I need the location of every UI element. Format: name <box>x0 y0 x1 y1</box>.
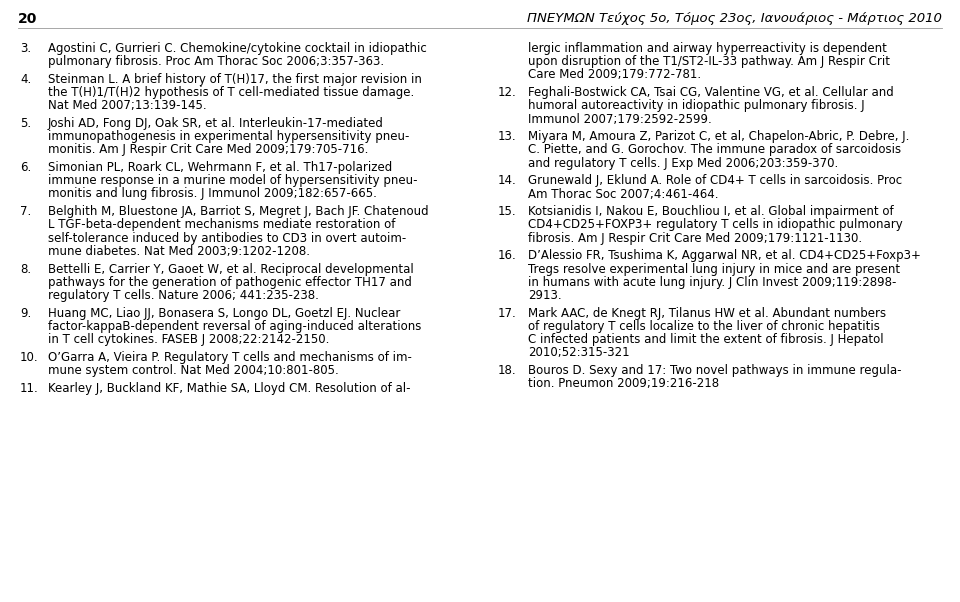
Text: L TGF-beta-dependent mechanisms mediate restoration of: L TGF-beta-dependent mechanisms mediate … <box>48 219 396 231</box>
Text: in humans with acute lung injury. J Clin Invest 2009;119:2898-: in humans with acute lung injury. J Clin… <box>528 276 897 289</box>
Text: Belghith M, Bluestone JA, Barriot S, Megret J, Bach JF. Chatenoud: Belghith M, Bluestone JA, Barriot S, Meg… <box>48 205 428 218</box>
Text: Joshi AD, Fong DJ, Oak SR, et al. Interleukin-17-mediated: Joshi AD, Fong DJ, Oak SR, et al. Interl… <box>48 117 384 130</box>
Text: Feghali-Bostwick CA, Tsai CG, Valentine VG, et al. Cellular and: Feghali-Bostwick CA, Tsai CG, Valentine … <box>528 86 894 99</box>
Text: 6.: 6. <box>20 161 32 174</box>
Text: 4.: 4. <box>20 73 32 86</box>
Text: C infected patients and limit the extent of fibrosis. J Hepatol: C infected patients and limit the extent… <box>528 333 883 346</box>
Text: ΠΝΕΥΜΩΝ Τεύχος 5ο, Τόμος 23ος, Ιανουάριος - Μάρτιος 2010: ΠΝΕΥΜΩΝ Τεύχος 5ο, Τόμος 23ος, Ιανουάριο… <box>527 12 942 25</box>
Text: Grunewald J, Eklund A. Role of CD4+ T cells in sarcoidosis. Proc: Grunewald J, Eklund A. Role of CD4+ T ce… <box>528 175 902 187</box>
Text: 7.: 7. <box>20 205 32 218</box>
Text: factor-kappaB-dependent reversal of aging-induced alterations: factor-kappaB-dependent reversal of agin… <box>48 320 421 333</box>
Text: 13.: 13. <box>498 130 516 143</box>
Text: Immunol 2007;179:2592-2599.: Immunol 2007;179:2592-2599. <box>528 113 711 125</box>
Text: humoral autoreactivity in idiopathic pulmonary fibrosis. J: humoral autoreactivity in idiopathic pul… <box>528 99 865 113</box>
Text: D’Alessio FR, Tsushima K, Aggarwal NR, et al. CD4+CD25+Foxp3+: D’Alessio FR, Tsushima K, Aggarwal NR, e… <box>528 249 921 262</box>
Text: fibrosis. Am J Respir Crit Care Med 2009;179:1121-1130.: fibrosis. Am J Respir Crit Care Med 2009… <box>528 232 862 244</box>
Text: 3.: 3. <box>20 42 31 55</box>
Text: 9.: 9. <box>20 306 32 320</box>
Text: Bouros D. Sexy and 17: Two novel pathways in immune regula-: Bouros D. Sexy and 17: Two novel pathway… <box>528 364 901 377</box>
Text: upon disruption of the T1/ST2-IL-33 pathway. Am J Respir Crit: upon disruption of the T1/ST2-IL-33 path… <box>528 55 890 68</box>
Text: regulatory T cells. Nature 2006; 441:235-238.: regulatory T cells. Nature 2006; 441:235… <box>48 289 319 302</box>
Text: lergic inflammation and airway hyperreactivity is dependent: lergic inflammation and airway hyperreac… <box>528 42 887 55</box>
Text: C. Piette, and G. Gorochov. The immune paradox of sarcoidosis: C. Piette, and G. Gorochov. The immune p… <box>528 143 901 157</box>
Text: Kotsianidis I, Nakou E, Bouchliou I, et al. Global impairment of: Kotsianidis I, Nakou E, Bouchliou I, et … <box>528 205 894 218</box>
Text: pulmonary fibrosis. Proc Am Thorac Soc 2006;3:357-363.: pulmonary fibrosis. Proc Am Thorac Soc 2… <box>48 55 384 68</box>
Text: mune system control. Nat Med 2004;10:801-805.: mune system control. Nat Med 2004;10:801… <box>48 364 339 377</box>
Text: Kearley J, Buckland KF, Mathie SA, Lloyd CM. Resolution of al-: Kearley J, Buckland KF, Mathie SA, Lloyd… <box>48 382 411 394</box>
Text: 18.: 18. <box>498 364 516 377</box>
Text: 14.: 14. <box>498 175 516 187</box>
Text: CD4+CD25+FOXP3+ regulatory T cells in idiopathic pulmonary: CD4+CD25+FOXP3+ regulatory T cells in id… <box>528 219 902 231</box>
Text: pathways for the generation of pathogenic effector TH17 and: pathways for the generation of pathogeni… <box>48 276 412 289</box>
Text: Simonian PL, Roark CL, Wehrmann F, et al. Th17-polarized: Simonian PL, Roark CL, Wehrmann F, et al… <box>48 161 393 174</box>
Text: immunopathogenesis in experimental hypersensitivity pneu-: immunopathogenesis in experimental hyper… <box>48 130 409 143</box>
Text: immune response in a murine model of hypersensitivity pneu-: immune response in a murine model of hyp… <box>48 175 418 187</box>
Text: Am Thorac Soc 2007;4:461-464.: Am Thorac Soc 2007;4:461-464. <box>528 187 718 200</box>
Text: Tregs resolve experimental lung injury in mice and are present: Tregs resolve experimental lung injury i… <box>528 262 900 276</box>
Text: 10.: 10. <box>20 351 38 364</box>
Text: 20: 20 <box>18 12 37 26</box>
Text: Huang MC, Liao JJ, Bonasera S, Longo DL, Goetzl EJ. Nuclear: Huang MC, Liao JJ, Bonasera S, Longo DL,… <box>48 306 400 320</box>
Text: Miyara M, Amoura Z, Parizot C, et al, Chapelon-Abric, P. Debre, J.: Miyara M, Amoura Z, Parizot C, et al, Ch… <box>528 130 909 143</box>
Text: monitis. Am J Respir Crit Care Med 2009;179:705-716.: monitis. Am J Respir Crit Care Med 2009;… <box>48 143 369 157</box>
Text: 5.: 5. <box>20 117 31 130</box>
Text: of regulatory T cells localize to the liver of chronic hepatitis: of regulatory T cells localize to the li… <box>528 320 880 333</box>
Text: 11.: 11. <box>20 382 38 394</box>
Text: O’Garra A, Vieira P. Regulatory T cells and mechanisms of im-: O’Garra A, Vieira P. Regulatory T cells … <box>48 351 412 364</box>
Text: 2913.: 2913. <box>528 289 562 302</box>
Text: 2010;52:315-321: 2010;52:315-321 <box>528 346 630 359</box>
Text: Mark AAC, de Knegt RJ, Tilanus HW et al. Abundant numbers: Mark AAC, de Knegt RJ, Tilanus HW et al.… <box>528 306 886 320</box>
Text: self-tolerance induced by antibodies to CD3 in overt autoim-: self-tolerance induced by antibodies to … <box>48 232 406 244</box>
Text: Steinman L. A brief history of T(H)17, the first major revision in: Steinman L. A brief history of T(H)17, t… <box>48 73 421 86</box>
Text: Nat Med 2007;13:139-145.: Nat Med 2007;13:139-145. <box>48 99 206 113</box>
Text: Bettelli E, Carrier Y, Gaoet W, et al. Reciprocal developmental: Bettelli E, Carrier Y, Gaoet W, et al. R… <box>48 262 414 276</box>
Text: 8.: 8. <box>20 262 31 276</box>
Text: the T(H)1/T(H)2 hypothesis of T cell-mediated tissue damage.: the T(H)1/T(H)2 hypothesis of T cell-med… <box>48 86 415 99</box>
Text: Care Med 2009;179:772-781.: Care Med 2009;179:772-781. <box>528 69 701 81</box>
Text: in T cell cytokines. FASEB J 2008;22:2142-2150.: in T cell cytokines. FASEB J 2008;22:214… <box>48 333 329 346</box>
Text: 12.: 12. <box>498 86 516 99</box>
Text: 16.: 16. <box>498 249 516 262</box>
Text: 15.: 15. <box>498 205 516 218</box>
Text: monitis and lung fibrosis. J Immunol 2009;182:657-665.: monitis and lung fibrosis. J Immunol 200… <box>48 187 377 200</box>
Text: tion. Pneumon 2009;19:216-218: tion. Pneumon 2009;19:216-218 <box>528 377 719 390</box>
Text: 17.: 17. <box>498 306 516 320</box>
Text: and regulatory T cells. J Exp Med 2006;203:359-370.: and regulatory T cells. J Exp Med 2006;2… <box>528 157 838 170</box>
Text: mune diabetes. Nat Med 2003;9:1202-1208.: mune diabetes. Nat Med 2003;9:1202-1208. <box>48 245 310 258</box>
Text: Agostini C, Gurrieri C. Chemokine/cytokine cocktail in idiopathic: Agostini C, Gurrieri C. Chemokine/cytoki… <box>48 42 427 55</box>
